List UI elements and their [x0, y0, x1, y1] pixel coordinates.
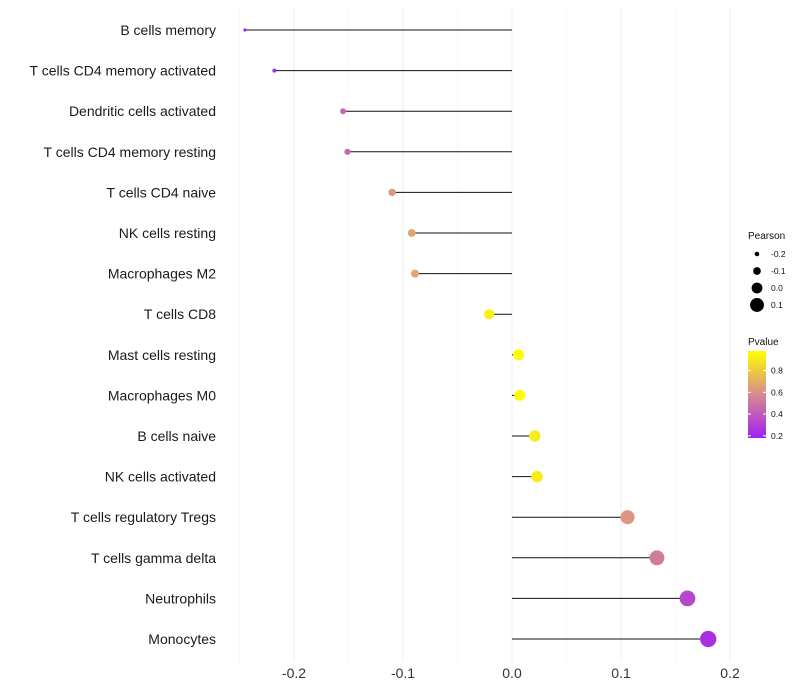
lollipop-point — [410, 269, 420, 278]
category-label: T cells gamma delta — [91, 550, 216, 566]
lollipop-point — [649, 550, 665, 566]
category-label: Macrophages M0 — [108, 387, 216, 403]
category-label: Monocytes — [148, 631, 216, 647]
x-tick-label: -0.2 — [282, 665, 306, 681]
category-label: T cells CD8 — [144, 306, 216, 322]
size-legend-label: -0.1 — [771, 266, 786, 276]
color-legend: Pvalue 0.2 0.4 0.6 0.8 — [748, 337, 783, 441]
color-legend-label: 0.8 — [771, 366, 783, 376]
lollipop-point — [620, 510, 635, 525]
category-labels: B cells memory T cells CD4 memory activat… — [30, 22, 217, 647]
size-legend-key — [753, 267, 761, 275]
x-tick-label: 0.0 — [502, 665, 522, 681]
category-label: T cells CD4 memory activated — [30, 63, 216, 79]
lollipop-points — [243, 28, 717, 648]
category-label: Mast cells resting — [108, 347, 216, 363]
x-tick-label: 0.1 — [611, 665, 631, 681]
size-legend-label: -0.2 — [771, 249, 786, 259]
category-label: B cells memory — [120, 22, 216, 38]
size-legend-key — [751, 282, 763, 294]
color-legend-title: Pvalue — [748, 337, 779, 348]
color-legend-label: 0.6 — [771, 387, 783, 397]
lollipop-point — [679, 590, 696, 607]
category-label: Neutrophils — [145, 590, 216, 606]
lollipop-point — [340, 108, 347, 115]
category-label: T cells CD4 memory resting — [44, 144, 216, 160]
lollipop-point — [484, 309, 495, 320]
category-label: Macrophages M2 — [108, 266, 216, 282]
size-legend-label: 0.0 — [771, 283, 783, 293]
x-tick-label: -0.1 — [391, 665, 415, 681]
lollipop-point — [344, 148, 351, 155]
category-label: B cells naive — [137, 428, 216, 444]
category-label: NK cells activated — [105, 469, 216, 485]
x-tick-labels: -0.2 -0.1 0.0 0.1 0.2 — [282, 665, 740, 681]
lollipop-point — [513, 349, 525, 361]
size-legend-key — [754, 251, 760, 257]
lollipop-point — [529, 430, 541, 442]
x-tick-label: 0.2 — [720, 665, 740, 681]
lollipop-point — [272, 68, 277, 73]
color-legend-label: 0.4 — [771, 409, 783, 419]
lollipop-point — [514, 389, 526, 401]
category-label: T cells regulatory Tregs — [71, 509, 216, 525]
category-label: NK cells resting — [119, 225, 216, 241]
size-legend-key — [750, 298, 764, 312]
lollipop-point — [243, 28, 247, 32]
color-legend-label: 0.2 — [771, 431, 783, 441]
lollipop-point — [407, 229, 416, 237]
size-legend: Pearson -0.2 -0.1 0.0 0.1 — [748, 231, 786, 312]
color-legend-bar — [748, 351, 766, 438]
gridlines — [239, 8, 731, 662]
lollipop-point — [388, 188, 396, 197]
lollipop-point — [700, 630, 717, 648]
size-legend-label: 0.1 — [771, 300, 783, 310]
category-label: Dendritic cells activated — [69, 103, 216, 119]
lollipop-stems — [244, 29, 709, 640]
lollipop-point — [531, 470, 543, 483]
size-legend-title: Pearson — [748, 231, 785, 242]
category-label: T cells CD4 naive — [107, 184, 217, 200]
